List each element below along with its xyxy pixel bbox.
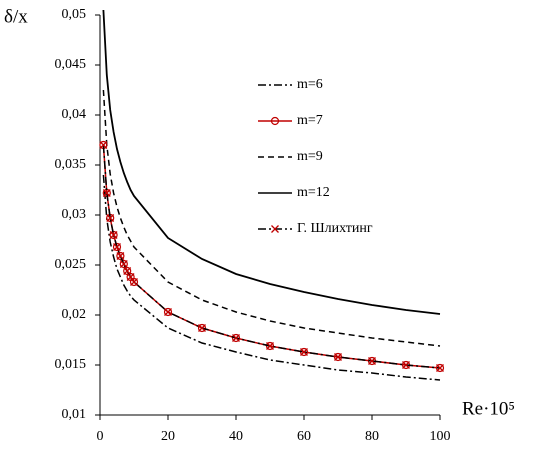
- x-tick-label: 0: [97, 429, 104, 444]
- y-tick-label: 0,045: [55, 57, 87, 72]
- y-axis-label: δ/x: [4, 6, 28, 27]
- marker: [300, 348, 308, 356]
- marker: [113, 243, 121, 251]
- legend-label: m=12: [297, 185, 330, 200]
- marker: [231, 333, 241, 343]
- marker: [266, 342, 274, 350]
- x-tick-label: 20: [161, 429, 175, 444]
- series-line: [102, 174, 441, 381]
- marker: [163, 307, 173, 317]
- x-tick-label: 100: [430, 429, 451, 444]
- marker: [119, 260, 128, 268]
- y-tick-label: 0,015: [55, 357, 87, 372]
- marker: [116, 252, 125, 260]
- marker: [368, 357, 376, 365]
- marker: [106, 214, 115, 222]
- marker: [333, 352, 343, 362]
- x-tick-label: 60: [297, 429, 311, 444]
- y-tick-label: 0,02: [62, 307, 87, 322]
- marker: [112, 242, 122, 252]
- marker: [402, 361, 410, 369]
- x-tick-label: 40: [229, 429, 243, 444]
- marker: [265, 341, 275, 351]
- marker: [102, 189, 111, 197]
- y-tick-label: 0,03: [62, 207, 87, 222]
- y-tick-label: 0,025: [55, 257, 87, 272]
- marker: [109, 231, 118, 239]
- legend-label: m=9: [297, 149, 323, 164]
- legend-label: m=7: [297, 113, 323, 128]
- x-tick-label: 80: [365, 429, 379, 444]
- legend-label: Г. Шлихтинг: [297, 221, 373, 236]
- marker: [436, 364, 444, 372]
- marker: [270, 116, 280, 126]
- series-line: [102, 144, 441, 369]
- y-tick-label: 0,01: [62, 407, 87, 422]
- marker: [197, 323, 207, 333]
- marker: [232, 334, 240, 342]
- x-axis-label: Re·10⁵: [462, 398, 515, 419]
- series-line: [102, 144, 441, 369]
- legend-label: m=6: [297, 77, 323, 92]
- marker: [123, 267, 132, 275]
- series-line: [102, 89, 441, 347]
- marker: [198, 324, 206, 332]
- marker: [130, 278, 138, 286]
- series-line: [102, 9, 441, 315]
- marker: [126, 273, 135, 281]
- marker: [129, 277, 139, 287]
- y-tick-label: 0,035: [55, 157, 87, 172]
- y-tick-label: 0,05: [62, 7, 87, 22]
- marker: [164, 308, 172, 316]
- y-tick-label: 0,04: [62, 107, 87, 122]
- marker: [99, 141, 108, 149]
- marker: [334, 353, 342, 361]
- marker: [116, 251, 125, 261]
- marker: [271, 225, 279, 233]
- marker: [435, 363, 445, 373]
